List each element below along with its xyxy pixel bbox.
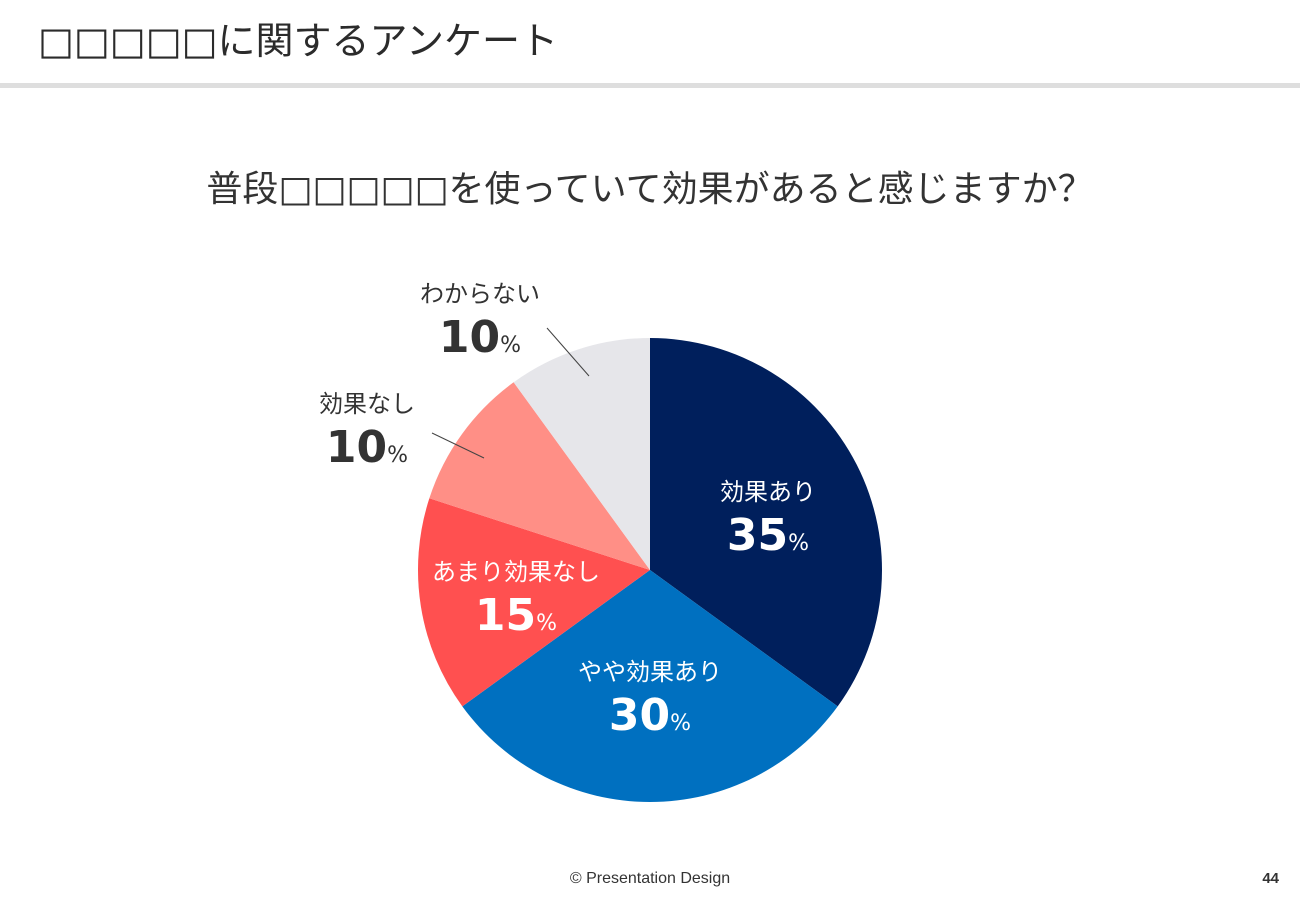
slice-label-name: 効果なし [319,390,415,418]
slice-value-unit: % [670,711,691,736]
slice-label-name: あまり効果なし [432,558,600,586]
slice-label-value: 30% [609,690,691,741]
slice-value-number: 30 [609,690,670,741]
leader-line [546,327,590,377]
slice-label-name: 効果あり [720,478,816,506]
slide-title: □□□□□に関するアンケート [38,19,558,63]
slice-label-value: 10% [439,312,521,363]
slice-value-unit: % [500,333,521,358]
title-divider [0,83,1300,88]
slice-labels: 効果あり 35% やや効果あり 30% あまり効果なし 15% 効果なし 10% わからない 10… [319,280,816,741]
slice-label-value: 35% [727,510,809,561]
pie-slice [650,338,883,707]
pie-slices [417,338,883,803]
pie-slice [417,498,650,707]
leader-line [431,432,485,459]
slice-value-unit: % [536,611,557,636]
survey-question: 普段□□□□□を使っていて効果があると感じますか？ [206,169,1094,210]
slice-value-unit: % [788,531,809,556]
copyright-footer: © Presentation Design [569,870,731,887]
pie-slice [513,338,650,570]
slice-value-number: 10 [439,312,500,363]
slice-label-value: 15% [475,590,557,641]
pie-slice [429,382,650,570]
slice-label-value: 10% [326,422,408,473]
slice-label-name: わからない [420,280,540,308]
leader-lines [431,327,590,459]
slice-value-unit: % [387,443,408,468]
slice-value-number: 35 [727,510,788,561]
pie-slice [462,570,838,803]
page-number: 44 [1262,870,1279,887]
slice-label-name: やや効果あり [578,658,722,686]
slice-value-number: 15 [475,590,536,641]
slice-value-number: 10 [326,422,387,473]
